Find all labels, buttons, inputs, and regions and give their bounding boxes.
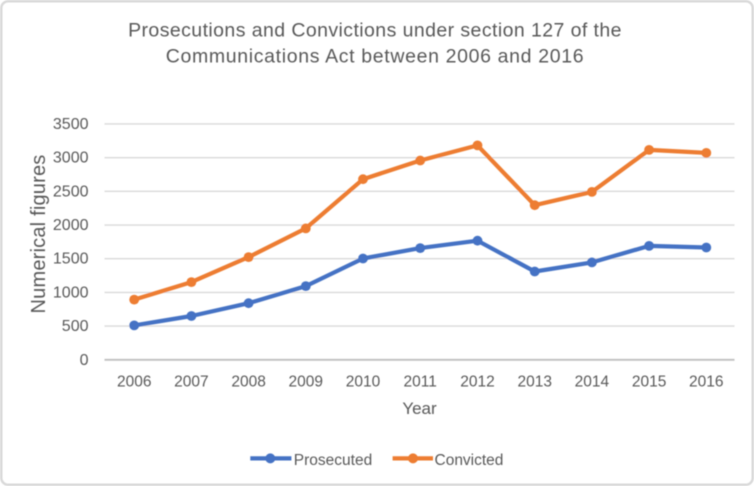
svg-text:1500: 1500 [53, 251, 89, 268]
svg-text:2016: 2016 [689, 374, 723, 391]
svg-text:Prosecuted: Prosecuted [294, 452, 372, 469]
svg-text:2007: 2007 [174, 374, 208, 391]
svg-text:2500: 2500 [53, 183, 89, 200]
svg-text:Numerical figures: Numerical figures [28, 154, 50, 313]
svg-text:2000: 2000 [53, 217, 89, 234]
svg-text:2014: 2014 [575, 374, 610, 391]
svg-text:Communications Act between 200: Communications Act between 2006 and 2016 [166, 46, 584, 68]
svg-text:3000: 3000 [53, 150, 89, 167]
svg-text:Prosecutions and Convictions u: Prosecutions and Convictions under secti… [128, 20, 622, 42]
svg-text:500: 500 [62, 318, 89, 335]
svg-text:1000: 1000 [53, 284, 89, 301]
svg-text:2009: 2009 [289, 374, 323, 391]
svg-text:3500: 3500 [53, 116, 89, 133]
svg-text:2013: 2013 [517, 374, 551, 391]
svg-text:2015: 2015 [632, 374, 666, 391]
svg-text:2010: 2010 [346, 374, 381, 391]
svg-text:2012: 2012 [460, 374, 494, 391]
svg-text:Year: Year [402, 399, 437, 418]
svg-text:0: 0 [80, 352, 89, 369]
svg-text:2006: 2006 [117, 374, 151, 391]
svg-text:2011: 2011 [404, 374, 437, 391]
svg-text:Convicted: Convicted [435, 452, 504, 469]
svg-text:2008: 2008 [231, 374, 265, 391]
